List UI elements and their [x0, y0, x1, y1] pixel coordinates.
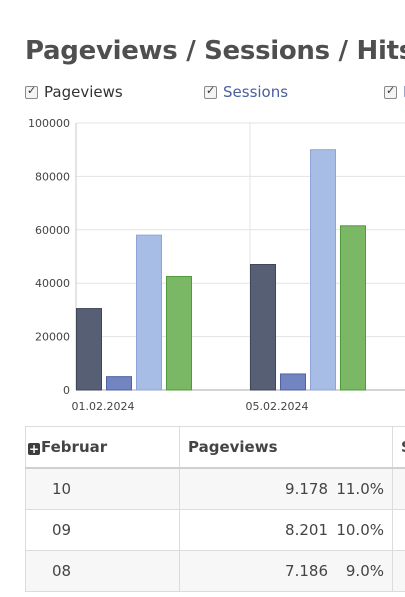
column-header-month[interactable]: + Februar [25, 426, 180, 469]
pageviews-cell: 8.201 10.0% [179, 509, 393, 551]
bar [106, 376, 132, 391]
table-row[interactable]: 08 7.186 9.0% [25, 550, 405, 592]
y-tick-label: 100000 [28, 117, 70, 130]
legend-toggle-pageviews[interactable]: Pageviews [25, 82, 123, 102]
sessions-cell [392, 550, 405, 592]
legend-toggle-sessions[interactable]: Sessions [204, 82, 288, 102]
bar-chart: 0 20000 40000 60000 80000 100000 01.02.2024 05.… [28, 117, 405, 413]
page-title: Pageviews / Sessions / Hits [25, 36, 405, 66]
column-header-sessions[interactable]: S [392, 426, 405, 469]
bar [136, 234, 162, 391]
bar [166, 276, 192, 391]
bar [250, 264, 276, 391]
y-tick-label: 60000 [35, 224, 70, 237]
x-tick-label: 05.02.2024 [246, 400, 309, 413]
percent-value: 10.0% [336, 521, 384, 539]
pageviews-cell: 9.178 11.0% [179, 467, 393, 510]
legend-label: H [403, 83, 405, 101]
y-tick-label: 40000 [35, 277, 70, 290]
bar [280, 373, 306, 391]
day-cell: 08 [25, 550, 180, 592]
y-tick-label: 20000 [35, 331, 70, 344]
table-row[interactable]: 10 9.178 11.0% [25, 467, 405, 510]
legend-toggle-hits[interactable]: H [384, 82, 405, 102]
percent-value: 9.0% [345, 562, 384, 580]
checkbox-checked-icon[interactable] [25, 84, 38, 99]
bar [340, 225, 366, 391]
pageviews-cell: 7.186 9.0% [179, 550, 393, 592]
checkbox-checked-icon[interactable] [384, 84, 397, 99]
checkbox-checked-icon[interactable] [204, 84, 217, 99]
sessions-cell [392, 509, 405, 551]
legend-label: Sessions [223, 83, 289, 101]
day-cell: 09 [25, 509, 180, 551]
day-cell: 10 [25, 467, 180, 510]
legend-label: Pageviews [44, 83, 123, 101]
expand-plus-icon[interactable]: + [28, 442, 40, 456]
bar [310, 149, 336, 391]
percent-value: 11.0% [336, 480, 384, 498]
pageviews-value: 9.178 [285, 480, 328, 498]
pageviews-value: 7.186 [285, 562, 328, 580]
table-header-row: +Februar Pageviews S [25, 426, 405, 469]
column-header-pageviews[interactable]: Pageviews [179, 426, 393, 469]
pageviews-value: 8.201 [285, 521, 328, 539]
table-row[interactable]: 09 8.201 10.0% [25, 509, 405, 551]
x-tick-label: 01.02.2024 [72, 400, 135, 413]
stats-table: +Februar Pageviews S 10 9.178 11.0% 09 8.… [25, 426, 405, 592]
y-tick-label: 80000 [35, 170, 70, 183]
stats-table-container: +Februar Pageviews S 10 9.178 11.0% 09 8.… [25, 426, 405, 592]
bar [76, 308, 102, 391]
column-header-label: Februar [41, 438, 108, 456]
sessions-cell [392, 467, 405, 510]
y-tick-label: 0 [63, 384, 70, 397]
